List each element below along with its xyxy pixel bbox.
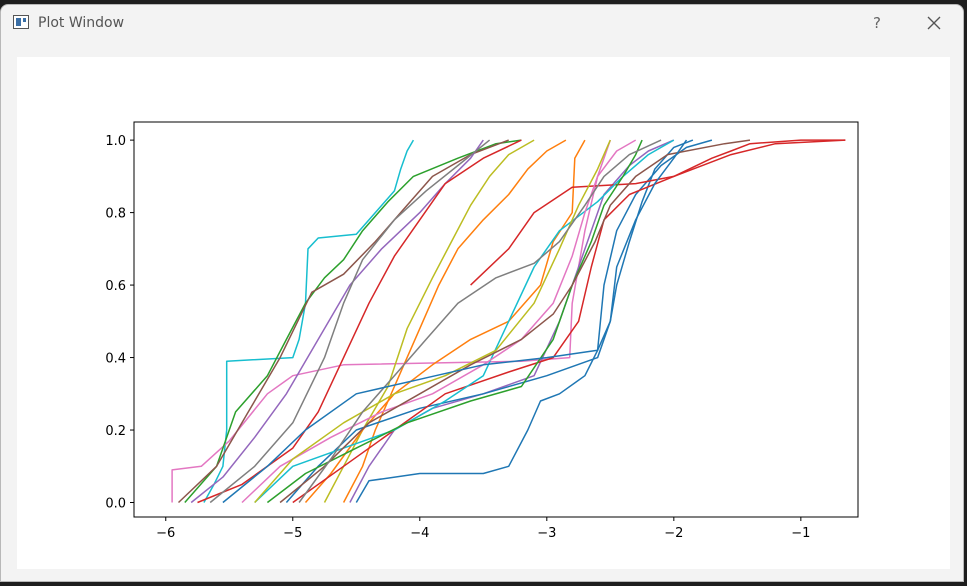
x-tick-label: −3: [537, 526, 556, 541]
x-tick-label: −6: [156, 526, 175, 541]
series-line-7: [323, 139, 535, 503]
x-axis: −6 −5 −4 −3 −2 −1: [156, 517, 810, 541]
series-line-9: [304, 139, 586, 503]
series-line-2: [184, 139, 522, 503]
plot-canvas: −6 −5 −4 −3 −2 −1 0.0 0.2 0.4 0.6 0.8 1.0: [17, 57, 950, 569]
close-icon[interactable]: [919, 11, 949, 35]
plot-window: Plot Window ? −6 −5 −4 −3 −2 −1 0.0 0.2 0.4 0.6 0…: [0, 4, 964, 582]
series-line-16: [266, 139, 643, 504]
series-line-14: [470, 139, 846, 286]
series-line-11: [355, 139, 713, 503]
x-tick-label: −2: [664, 526, 683, 541]
series-line-19: [254, 139, 611, 503]
series-line-17: [241, 139, 637, 504]
plot-frame: [133, 121, 859, 518]
series-line-13: [292, 139, 846, 504]
series-line-5: [197, 139, 522, 504]
x-tick-label: −5: [283, 526, 302, 541]
series-line-0: [203, 139, 415, 503]
series-line-10: [349, 139, 675, 503]
series-line-20: [298, 139, 662, 503]
x-tick-label: −4: [410, 526, 429, 541]
series-line-18: [279, 139, 751, 504]
series-layer: [171, 139, 846, 504]
y-tick-label: 0.2: [105, 424, 126, 439]
series-line-12: [285, 139, 694, 503]
series-line-3: [177, 139, 509, 504]
y-tick-label: 0.0: [105, 497, 126, 512]
series-line-6: [209, 139, 491, 504]
series-line-4: [190, 139, 484, 504]
y-axis: 0.0 0.2 0.4 0.6 0.8 1.0: [105, 134, 134, 512]
series-line-8: [342, 139, 567, 503]
x-tick-label: −1: [791, 526, 810, 541]
y-tick-label: 1.0: [105, 134, 126, 149]
series-line-21: [222, 139, 688, 504]
y-tick-label: 0.8: [105, 207, 126, 222]
chart-svg: −6 −5 −4 −3 −2 −1 0.0 0.2 0.4 0.6 0.8 1.0: [105, 121, 859, 541]
app-window-icon: [13, 15, 29, 29]
window-title: Plot Window: [38, 15, 125, 31]
title-bar: Plot Window ?: [1, 5, 963, 43]
series-line-1: [171, 139, 612, 503]
y-tick-label: 0.6: [105, 279, 126, 294]
help-icon[interactable]: ?: [873, 14, 881, 32]
y-tick-label: 0.4: [105, 352, 126, 367]
